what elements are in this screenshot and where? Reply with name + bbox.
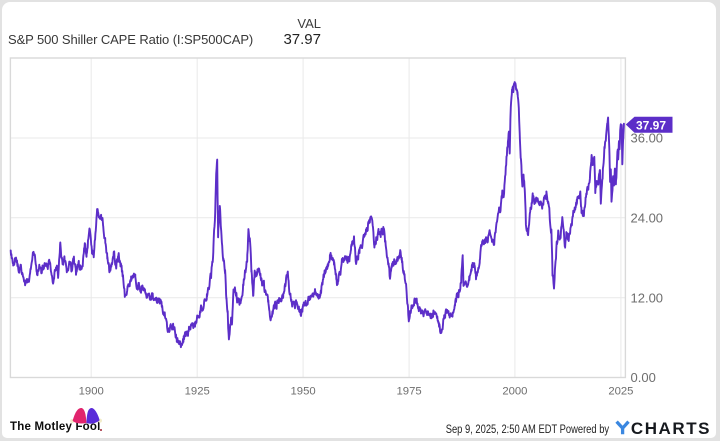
svg-text:2025: 2025 <box>608 386 633 398</box>
svg-text:24.00: 24.00 <box>631 211 664 226</box>
svg-text:37.97: 37.97 <box>636 118 666 132</box>
svg-text:0.00: 0.00 <box>631 370 656 385</box>
svg-text:12.00: 12.00 <box>631 290 664 305</box>
svg-text:1950: 1950 <box>291 386 316 398</box>
svg-text:1925: 1925 <box>185 386 210 398</box>
svg-text:1900: 1900 <box>79 386 104 398</box>
svg-text:1975: 1975 <box>397 386 422 398</box>
svg-text:2000: 2000 <box>502 386 527 398</box>
svg-text:36.00: 36.00 <box>631 131 664 146</box>
